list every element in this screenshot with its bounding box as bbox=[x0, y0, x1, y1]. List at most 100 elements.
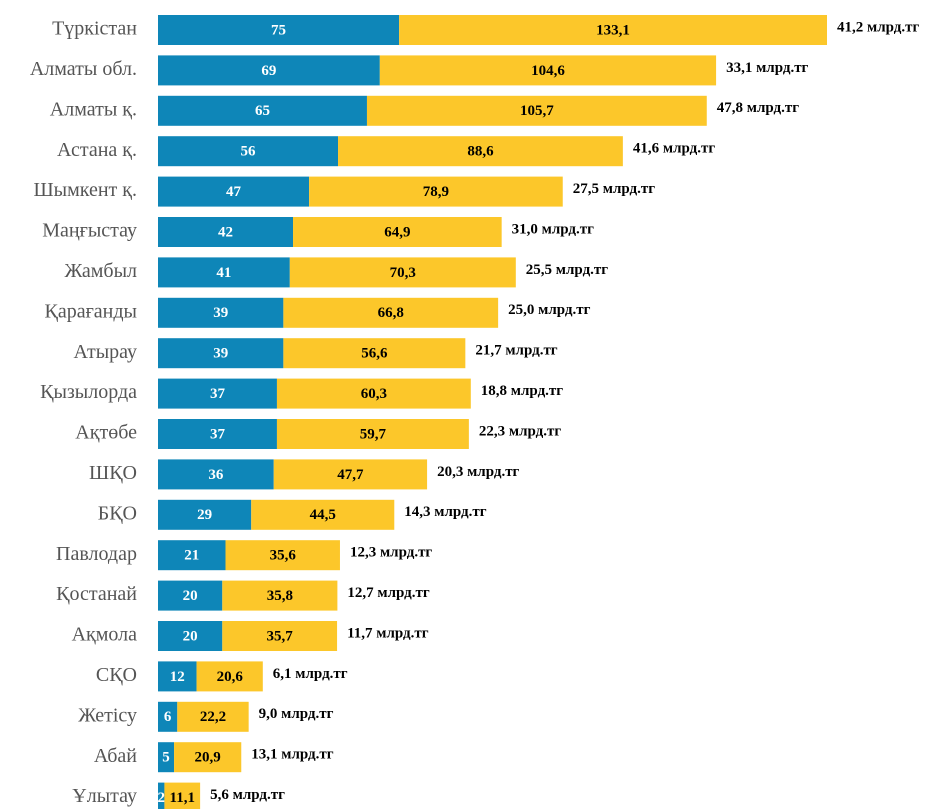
value-label: 35,6 bbox=[270, 548, 297, 564]
bar-segment bbox=[158, 419, 277, 449]
bar-segment bbox=[251, 499, 395, 530]
value-label: 29 bbox=[197, 507, 212, 523]
value-label: 20,9 bbox=[195, 750, 221, 766]
category-label: Жетісу bbox=[78, 704, 137, 726]
total-annotation: 22,3 млрд.тг bbox=[479, 423, 561, 439]
category-label: Ұлытау bbox=[72, 785, 137, 807]
value-label: 37 bbox=[210, 426, 226, 442]
value-label: 75 bbox=[271, 22, 286, 38]
value-label: 88,6 bbox=[467, 144, 494, 160]
value-label: 42 bbox=[218, 224, 233, 240]
value-label: 60,3 bbox=[361, 386, 387, 402]
value-label: 20,6 bbox=[217, 669, 244, 685]
bar-segment bbox=[158, 55, 380, 86]
value-label: 21 bbox=[184, 548, 199, 564]
total-annotation: 27,5 млрд.тг bbox=[573, 181, 655, 197]
value-label: 41 bbox=[216, 265, 231, 281]
bar-segment bbox=[158, 621, 223, 651]
value-label: 64,9 bbox=[384, 224, 410, 240]
bar-segment bbox=[196, 661, 263, 692]
bar-segment bbox=[158, 540, 226, 571]
bar-segment bbox=[289, 257, 516, 288]
category-label: Абай bbox=[94, 745, 137, 767]
bar-segment bbox=[158, 701, 178, 732]
value-label: 35,7 bbox=[267, 628, 294, 644]
total-annotation: 14,3 млрд.тг bbox=[404, 504, 486, 520]
bar-segment bbox=[174, 742, 242, 773]
total-annotation: 21,7 млрд.тг bbox=[475, 343, 557, 359]
category-label: Ақмола bbox=[72, 624, 138, 646]
value-label: 47 bbox=[226, 184, 242, 200]
total-annotation: 33,1 млрд.тг bbox=[726, 60, 808, 76]
bar-segment bbox=[158, 217, 294, 247]
value-label: 47,7 bbox=[337, 467, 364, 483]
value-label: 11,1 bbox=[170, 790, 195, 806]
category-label: Маңғыстау bbox=[42, 220, 137, 242]
bar-segment bbox=[338, 136, 623, 167]
total-annotation: 11,7 млрд.тг bbox=[347, 625, 429, 641]
total-annotation: 13,1 млрд.тг bbox=[251, 747, 333, 763]
total-annotation: 12,3 млрд.тг bbox=[350, 545, 432, 561]
value-label: 12 bbox=[170, 669, 185, 685]
value-label: 6 bbox=[164, 709, 172, 725]
value-label: 2 bbox=[157, 790, 165, 806]
total-annotation: 18,8 млрд.тг bbox=[481, 383, 563, 399]
category-label: Қызылорда bbox=[40, 381, 137, 403]
category-label: Атырау bbox=[74, 341, 138, 363]
bar-segment bbox=[158, 742, 175, 773]
bar-segment bbox=[293, 217, 502, 247]
category-label: ШҚО bbox=[89, 462, 137, 484]
bar-segment bbox=[283, 297, 499, 328]
bar-segment bbox=[273, 459, 428, 490]
value-label: 78,9 bbox=[423, 184, 449, 200]
bar-segment bbox=[158, 661, 197, 692]
total-annotation: 31,0 млрд.тг bbox=[512, 221, 594, 237]
bar-segment bbox=[309, 176, 563, 207]
value-label: 133,1 bbox=[596, 22, 630, 38]
total-annotation: 47,8 млрд.тг bbox=[717, 100, 799, 116]
bar-segment bbox=[158, 499, 252, 530]
bar-segment bbox=[379, 55, 717, 86]
bar-segment bbox=[276, 419, 469, 449]
bar-segment bbox=[222, 621, 338, 651]
category-label: Алматы қ. bbox=[50, 98, 137, 120]
value-label: 5 bbox=[162, 750, 170, 766]
total-annotation: 6,1 млрд.тг bbox=[273, 666, 348, 682]
bar-segment bbox=[399, 15, 827, 45]
bar-segment bbox=[158, 176, 310, 207]
value-label: 56 bbox=[241, 144, 257, 160]
bar-segment bbox=[158, 782, 165, 809]
value-label: 20 bbox=[183, 588, 198, 604]
value-label: 36 bbox=[208, 467, 224, 483]
bar-segment bbox=[366, 95, 707, 126]
value-label: 56,6 bbox=[361, 346, 388, 362]
bar-segment bbox=[158, 378, 277, 409]
bar-segment bbox=[158, 95, 367, 126]
total-annotation: 25,5 млрд.тг bbox=[526, 262, 608, 278]
category-label: Ақтөбе bbox=[75, 422, 137, 444]
total-annotation: 12,7 млрд.тг bbox=[347, 585, 429, 601]
value-label: 22,2 bbox=[200, 709, 226, 725]
total-annotation: 9,0 млрд.тг bbox=[259, 706, 334, 722]
value-label: 59,7 bbox=[360, 426, 387, 442]
bar-segment bbox=[158, 338, 284, 369]
bar-segment bbox=[158, 297, 284, 328]
category-label: Жамбыл bbox=[64, 260, 137, 282]
category-label: Шымкент қ. bbox=[33, 179, 137, 201]
bar-segment bbox=[158, 257, 290, 288]
bar-segment bbox=[276, 378, 471, 409]
bar-segment bbox=[158, 15, 400, 45]
total-annotation: 5,6 млрд.тг bbox=[210, 787, 285, 803]
value-label: 39 bbox=[213, 305, 228, 321]
total-annotation: 41,6 млрд.тг bbox=[633, 141, 715, 157]
category-label: Астана қ. bbox=[57, 139, 137, 161]
category-label: Түркістан bbox=[52, 18, 137, 40]
value-label: 69 bbox=[261, 63, 276, 79]
category-label: Қарағанды bbox=[45, 300, 138, 322]
value-label: 35,8 bbox=[267, 588, 293, 604]
category-label: Алматы обл. bbox=[30, 58, 137, 80]
category-label: Павлодар bbox=[56, 543, 137, 565]
value-label: 65 bbox=[255, 103, 270, 119]
value-label: 104,6 bbox=[531, 63, 565, 79]
